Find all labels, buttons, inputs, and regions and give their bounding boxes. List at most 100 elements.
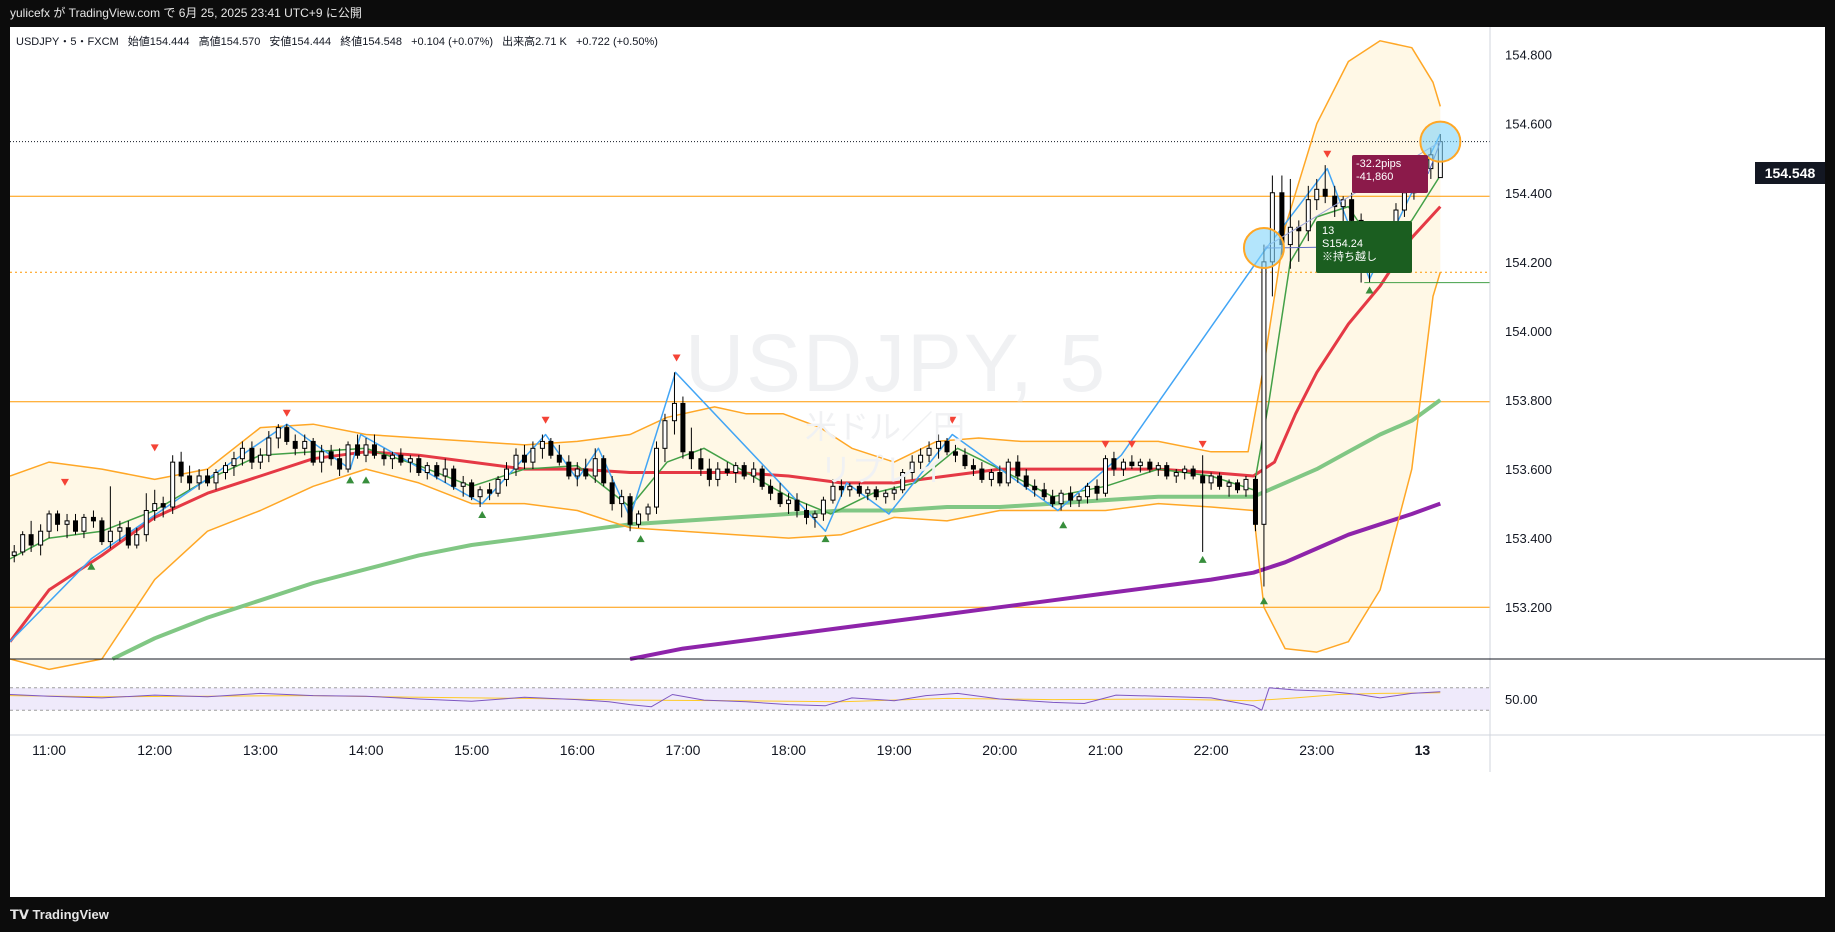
- price-tick-label: 154.400: [1505, 186, 1552, 201]
- legend-symbol[interactable]: USDJPY・5・FXCM: [16, 36, 119, 48]
- candle: [187, 465, 193, 490]
- candle-body: [275, 427, 281, 439]
- candle-body: [847, 485, 853, 491]
- candle-body: [416, 458, 422, 474]
- candle-body: [1129, 461, 1135, 467]
- candle: [715, 462, 721, 487]
- buy-signal-marker: [821, 535, 830, 543]
- candle: [381, 448, 387, 466]
- pnl-note[interactable]: -32.2pips -41,860: [1352, 155, 1428, 193]
- candle: [1058, 489, 1064, 511]
- candle: [302, 434, 308, 456]
- candle-body: [741, 465, 747, 477]
- candle: [284, 424, 290, 445]
- time-tick-label: 13:00: [243, 742, 278, 758]
- tradingview-logo[interactable]: 𝗧𝗩 TradingView: [10, 898, 109, 932]
- candle: [1068, 486, 1074, 508]
- candle: [1005, 458, 1011, 487]
- candle-body: [688, 451, 694, 460]
- sell-signal-marker: [948, 416, 957, 424]
- candle-body: [55, 513, 61, 525]
- symbol-legend[interactable]: USDJPY・5・FXCM 始値154.444 高値154.570 安値154.…: [16, 33, 664, 49]
- candle: [90, 510, 96, 528]
- candle: [830, 479, 836, 504]
- entry-carry: ※持ち越し: [1322, 251, 1377, 263]
- candle: [371, 434, 377, 459]
- candle-body: [196, 475, 202, 484]
- legend-high: 高値154.570: [198, 36, 261, 48]
- candle: [416, 455, 422, 476]
- candle: [363, 437, 369, 463]
- candle: [1137, 458, 1143, 473]
- candle-body: [883, 492, 889, 498]
- candle: [847, 482, 853, 497]
- candle-body: [812, 513, 818, 518]
- candle: [143, 493, 149, 542]
- candle: [266, 431, 272, 463]
- brand-text: TradingView: [32, 907, 109, 922]
- candle: [1164, 462, 1170, 480]
- candle-body: [1111, 458, 1117, 470]
- candle: [407, 455, 413, 473]
- candle: [1287, 178, 1293, 269]
- candle: [1235, 479, 1241, 494]
- candle: [1226, 479, 1232, 497]
- rsi-tick-label: 50.00: [1505, 692, 1538, 707]
- candle: [1173, 469, 1179, 483]
- candle: [1208, 472, 1214, 490]
- price-tick-label: 154.600: [1505, 117, 1552, 132]
- candle-body: [988, 472, 994, 480]
- time-tick-label: 23:00: [1299, 742, 1334, 758]
- candle: [1023, 469, 1029, 490]
- candle-body: [645, 506, 651, 515]
- candle-body: [292, 440, 298, 449]
- time-tick-label: 11:00: [32, 742, 66, 758]
- candle-body: [1041, 489, 1047, 498]
- candle: [477, 486, 483, 508]
- candle-body: [873, 489, 879, 498]
- candle-body: [1252, 478, 1258, 525]
- candle-body: [81, 516, 87, 532]
- candle: [196, 469, 202, 490]
- candle-body: [310, 440, 316, 463]
- candle: [583, 458, 589, 480]
- candle-body: [962, 454, 968, 467]
- candle-body: [539, 440, 545, 449]
- candle-body: [698, 458, 704, 470]
- candle: [72, 513, 78, 535]
- candle-body: [160, 503, 166, 508]
- candle: [768, 479, 774, 501]
- sell-signal-marker: [1127, 440, 1136, 448]
- candle-body: [671, 402, 677, 422]
- time-tick-label: 22:00: [1194, 742, 1229, 758]
- candle: [345, 441, 351, 473]
- sell-signal-marker: [541, 416, 550, 424]
- candle: [636, 510, 642, 528]
- candle: [1129, 455, 1135, 470]
- buy-signal-marker: [1365, 286, 1374, 294]
- candle: [1147, 458, 1153, 473]
- candle: [900, 469, 906, 494]
- rsi-line: [10, 687, 1441, 711]
- candle-body: [1120, 461, 1126, 470]
- candle-body: [601, 458, 607, 484]
- candle-body: [442, 468, 448, 477]
- candle-body: [1076, 496, 1082, 501]
- lower-padding: [10, 772, 1825, 897]
- candle-body: [592, 458, 598, 477]
- candle: [548, 437, 554, 459]
- candle: [460, 475, 466, 497]
- candle-body: [759, 468, 765, 487]
- price-chart-svg[interactable]: 153.200 153.400 153.600 153.800 154.000 154.2…: [10, 27, 1825, 897]
- price-tick-label: 154.800: [1505, 48, 1552, 63]
- candle: [434, 462, 440, 480]
- candle-body: [72, 520, 78, 532]
- legend-low: 安値154.444: [269, 36, 332, 48]
- entry-note[interactable]: 13 S154.24 ※持ち越し: [1316, 221, 1412, 273]
- candle: [1243, 475, 1249, 497]
- candle: [310, 437, 316, 466]
- candle: [1322, 165, 1328, 204]
- candle-body: [11, 551, 17, 556]
- candle-body: [574, 468, 580, 477]
- candle-body: [1200, 475, 1206, 484]
